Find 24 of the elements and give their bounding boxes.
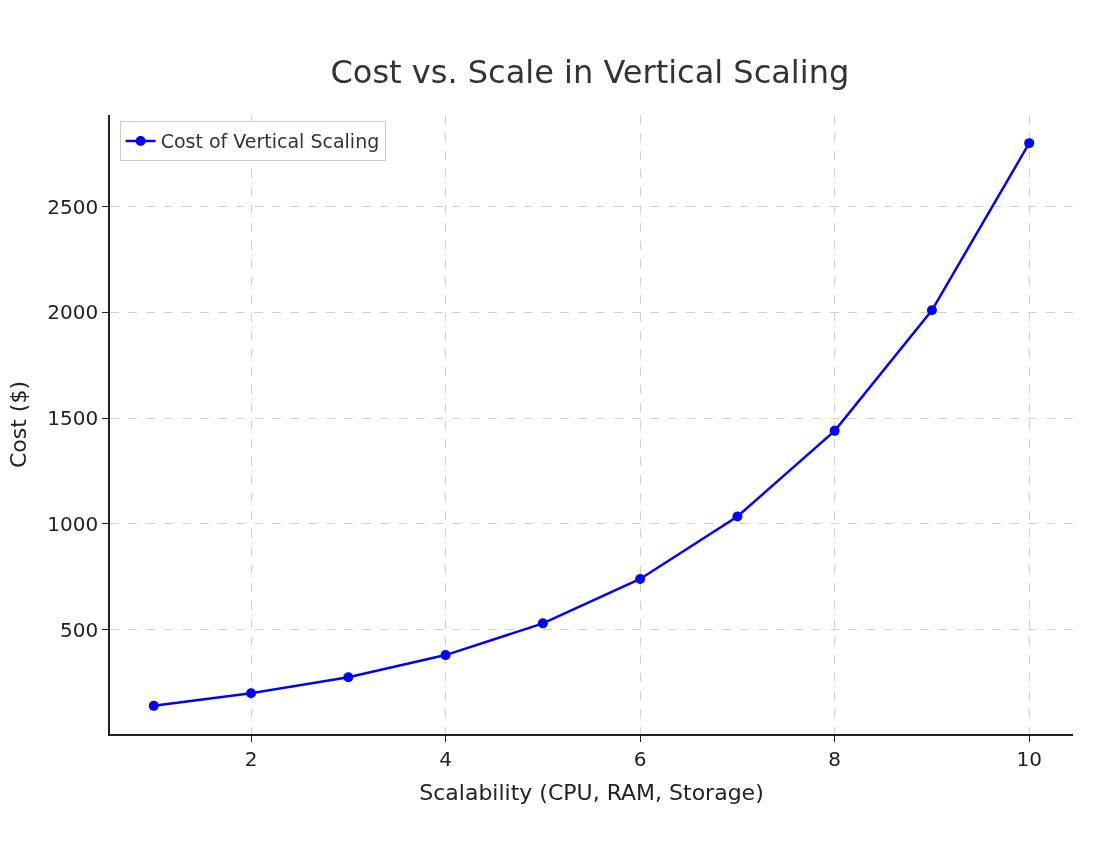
point bbox=[440, 650, 451, 661]
point bbox=[926, 305, 937, 316]
point bbox=[829, 425, 840, 436]
point bbox=[1024, 138, 1035, 149]
y-tick-label: 2000 bbox=[47, 300, 99, 325]
y-tick-label: 1500 bbox=[47, 406, 99, 431]
chart-title: Cost vs. Scale in Vertical Scaling bbox=[330, 52, 850, 91]
x-tick-label: 2 bbox=[244, 746, 258, 771]
x-tick-label: 10 bbox=[1016, 746, 1042, 771]
y-axis-title: Cost ($) bbox=[5, 380, 31, 469]
point bbox=[635, 573, 646, 584]
point bbox=[537, 618, 548, 629]
point bbox=[343, 672, 354, 683]
y-tick-label: 1000 bbox=[47, 511, 99, 536]
y-tick-label: 2500 bbox=[47, 194, 99, 219]
x-axis-title: Scalability (CPU, RAM, Storage) bbox=[419, 780, 764, 806]
x-tick-label: 4 bbox=[439, 746, 452, 771]
point bbox=[148, 700, 159, 711]
point bbox=[732, 511, 743, 522]
point bbox=[246, 688, 257, 699]
legend-label: Cost of Vertical Scaling bbox=[160, 130, 380, 153]
x-tick-label: 8 bbox=[828, 746, 842, 771]
y-tick-label: 500 bbox=[60, 617, 99, 642]
x-tick-label: 6 bbox=[633, 746, 647, 771]
